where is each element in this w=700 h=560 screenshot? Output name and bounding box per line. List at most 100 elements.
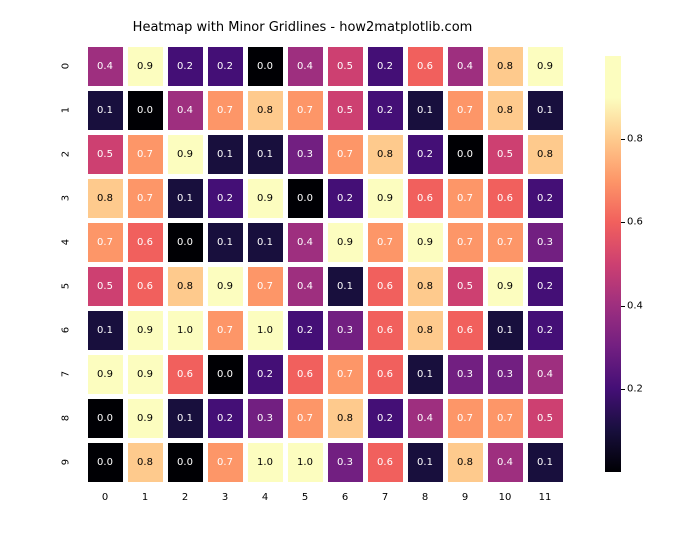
- heatmap-cell: 0.4: [168, 91, 203, 130]
- heatmap-cell: 0.8: [408, 311, 443, 350]
- heatmap-cell: 0.2: [208, 399, 243, 438]
- heatmap-cell: 0.1: [168, 399, 203, 438]
- x-tick-label: 3: [205, 492, 245, 503]
- heatmap-cell: 0.1: [488, 311, 523, 350]
- heatmap-cell-label: 0.5: [97, 149, 113, 160]
- heatmap-cell: 0.8: [328, 399, 363, 438]
- heatmap-cell-label: 0.0: [257, 61, 273, 72]
- heatmap-cell: 0.8: [128, 443, 163, 482]
- heatmap-cell-label: 0.8: [337, 413, 353, 424]
- heatmap-cell-label: 0.8: [457, 457, 473, 468]
- heatmap-cell-label: 0.2: [377, 105, 393, 116]
- heatmap-cell: 0.8: [488, 47, 523, 86]
- heatmap-cell: 0.1: [168, 179, 203, 218]
- heatmap-cell-label: 0.0: [177, 457, 193, 468]
- colorbar-tick-mark: [621, 222, 625, 223]
- heatmap-cell: 0.3: [488, 355, 523, 394]
- heatmap-cell: 0.7: [328, 355, 363, 394]
- heatmap-cell: 0.7: [328, 135, 363, 174]
- heatmap-cell: 0.1: [88, 311, 123, 350]
- heatmap-cell-label: 0.7: [497, 237, 513, 248]
- heatmap-cell: 0.7: [208, 311, 243, 350]
- heatmap-cell: 0.6: [368, 355, 403, 394]
- heatmap-cell-label: 0.0: [457, 149, 473, 160]
- heatmap-cell: 0.1: [408, 355, 443, 394]
- x-tick-label: 8: [405, 492, 445, 503]
- x-tick-label: 9: [445, 492, 485, 503]
- heatmap-cell-label: 0.2: [217, 193, 233, 204]
- heatmap-cell: 0.9: [328, 223, 363, 262]
- heatmap-cell-label: 0.3: [337, 325, 353, 336]
- heatmap-cell-label: 0.9: [497, 281, 513, 292]
- heatmap-cell: 0.5: [88, 135, 123, 174]
- heatmap-cell-label: 0.9: [137, 61, 153, 72]
- heatmap-cell-label: 0.7: [377, 237, 393, 248]
- heatmap-cell-label: 0.8: [497, 105, 513, 116]
- heatmap-cell: 0.7: [208, 91, 243, 130]
- heatmap-cell: 0.4: [488, 443, 523, 482]
- heatmap-cell: 0.0: [168, 223, 203, 262]
- heatmap-cell: 1.0: [288, 443, 323, 482]
- heatmap-cell-label: 0.7: [497, 413, 513, 424]
- heatmap-cell-label: 0.4: [177, 105, 193, 116]
- heatmap-cell-label: 0.8: [377, 149, 393, 160]
- x-tick-label: 10: [485, 492, 525, 503]
- heatmap-cell: 0.2: [248, 355, 283, 394]
- colorbar-tick-label: 0.2: [627, 383, 643, 394]
- heatmap-cell-label: 0.6: [377, 325, 393, 336]
- heatmap-cell-label: 0.7: [457, 413, 473, 424]
- heatmap-cell-label: 0.7: [217, 325, 233, 336]
- heatmap-cell: 0.2: [528, 311, 563, 350]
- heatmap-cell-label: 0.0: [97, 413, 113, 424]
- heatmap-cell: 0.9: [168, 135, 203, 174]
- heatmap-cell-label: 0.6: [377, 457, 393, 468]
- heatmap-cell: 0.9: [128, 355, 163, 394]
- heatmap-cell: 0.1: [528, 91, 563, 130]
- heatmap-cell-label: 0.2: [537, 281, 553, 292]
- heatmap-cell-label: 0.5: [457, 281, 473, 292]
- heatmap-cell: 0.8: [368, 135, 403, 174]
- x-tick-label: 0: [85, 492, 125, 503]
- heatmap-cell-label: 0.3: [457, 369, 473, 380]
- heatmap-cell-label: 0.4: [417, 413, 433, 424]
- heatmap-cell: 0.6: [288, 355, 323, 394]
- x-tick-label: 7: [365, 492, 405, 503]
- heatmap-cell-label: 0.1: [417, 457, 433, 468]
- heatmap-cell-label: 0.2: [537, 325, 553, 336]
- heatmap-cell: 0.7: [488, 399, 523, 438]
- heatmap-cell: 0.8: [248, 91, 283, 130]
- heatmap-cell: 0.7: [128, 135, 163, 174]
- heatmap-cell: 0.6: [408, 179, 443, 218]
- heatmap-cell: 0.8: [448, 443, 483, 482]
- heatmap-cell-label: 0.1: [257, 149, 273, 160]
- heatmap-cell-label: 0.6: [417, 61, 433, 72]
- heatmap-cell: 0.9: [88, 355, 123, 394]
- heatmap-cell-label: 0.2: [217, 413, 233, 424]
- heatmap-cell: 0.8: [408, 267, 443, 306]
- heatmap-cell: 0.7: [368, 223, 403, 262]
- heatmap-cell-label: 0.8: [417, 325, 433, 336]
- heatmap-cell-label: 1.0: [297, 457, 313, 468]
- heatmap-cell-label: 0.5: [337, 61, 353, 72]
- heatmap-cell-label: 0.2: [377, 413, 393, 424]
- heatmap-cell: 0.5: [488, 135, 523, 174]
- heatmap-cell: 0.2: [328, 179, 363, 218]
- heatmap-cell: 0.3: [328, 443, 363, 482]
- heatmap-plot-area: 0.40.90.20.20.00.40.50.20.60.40.80.90.10…: [85, 44, 565, 484]
- heatmap-cell: 0.0: [128, 91, 163, 130]
- x-tick-label: 6: [325, 492, 365, 503]
- heatmap-cell: 0.6: [408, 47, 443, 86]
- heatmap-cell: 0.9: [368, 179, 403, 218]
- colorbar-gradient: [605, 56, 621, 472]
- x-tick-label: 1: [125, 492, 165, 503]
- heatmap-cell-label: 0.4: [297, 237, 313, 248]
- heatmap-cell: 0.8: [88, 179, 123, 218]
- y-tick-label: 9: [61, 451, 72, 473]
- figure: Heatmap with Minor Gridlines - how2matpl…: [0, 0, 700, 560]
- heatmap-cell: 0.7: [248, 267, 283, 306]
- heatmap-cell-label: 0.7: [97, 237, 113, 248]
- heatmap-cell: 1.0: [248, 443, 283, 482]
- heatmap-cell-label: 0.2: [257, 369, 273, 380]
- chart-title: Heatmap with Minor Gridlines - how2matpl…: [0, 20, 605, 35]
- heatmap-cell-label: 0.1: [257, 237, 273, 248]
